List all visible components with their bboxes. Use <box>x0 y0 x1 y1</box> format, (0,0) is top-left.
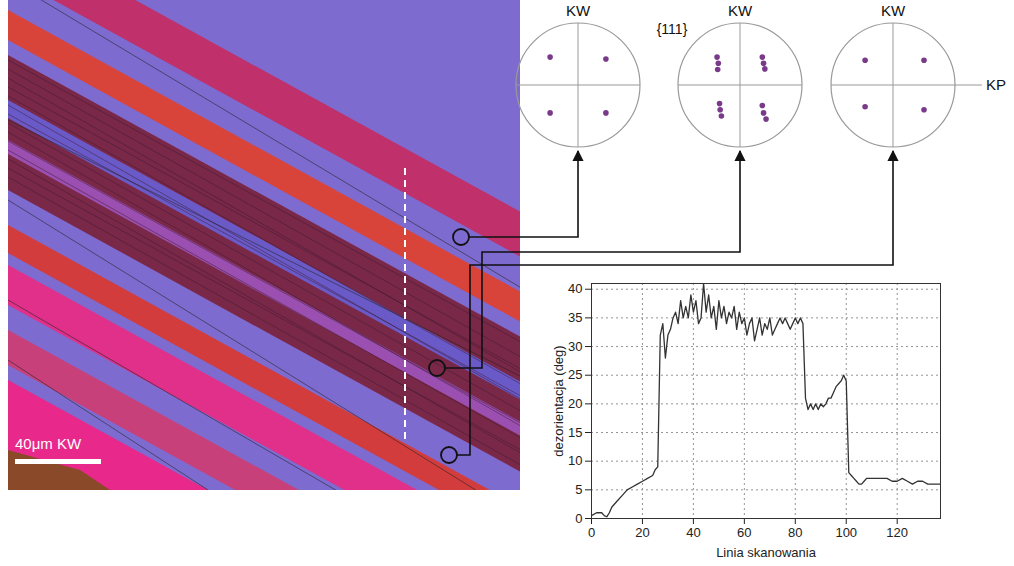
svg-text:10: 10 <box>568 453 582 468</box>
svg-text:25: 25 <box>568 367 582 382</box>
svg-text:20: 20 <box>635 525 649 540</box>
svg-text:5: 5 <box>575 482 582 497</box>
svg-text:40: 40 <box>568 281 582 296</box>
svg-text:15: 15 <box>568 425 582 440</box>
svg-text:35: 35 <box>568 310 582 325</box>
svg-text:KW: KW <box>728 2 753 19</box>
svg-text:20: 20 <box>568 396 582 411</box>
svg-text:Linia skanowania: Linia skanowania <box>716 545 817 560</box>
svg-text:30: 30 <box>568 339 582 354</box>
svg-text:0: 0 <box>588 525 595 540</box>
svg-text:KW: KW <box>566 2 591 19</box>
svg-text:40μm KW: 40μm KW <box>15 435 82 452</box>
svg-text:0: 0 <box>575 511 582 526</box>
svg-text:120: 120 <box>886 525 908 540</box>
svg-text:KW: KW <box>881 2 906 19</box>
svg-text:dezorientacja (deg): dezorientacja (deg) <box>551 345 566 456</box>
svg-text:60: 60 <box>737 525 751 540</box>
svg-text:100: 100 <box>835 525 857 540</box>
svg-text:80: 80 <box>788 525 802 540</box>
svg-text:KP: KP <box>986 76 1006 93</box>
svg-text:40: 40 <box>686 525 700 540</box>
svg-text:{111}: {111} <box>657 21 688 37</box>
